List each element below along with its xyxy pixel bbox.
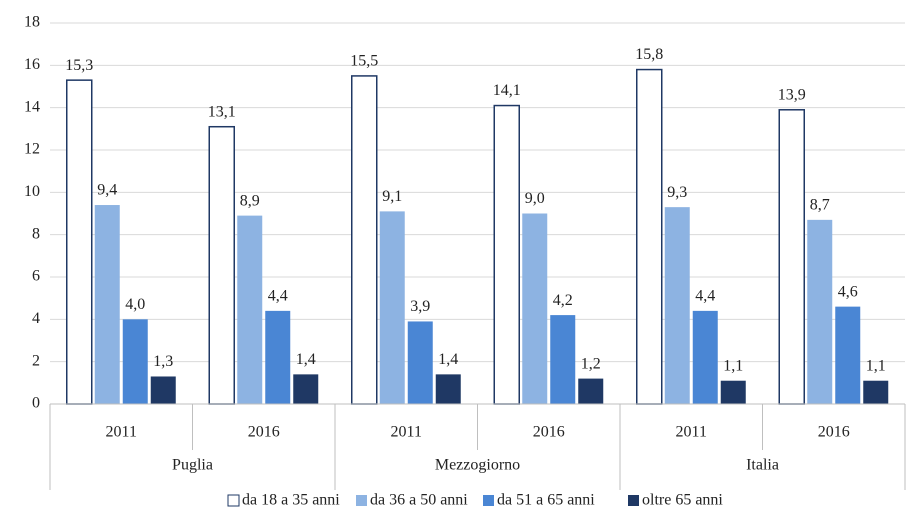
x-tick-label: 2016 bbox=[248, 424, 280, 441]
data-label: 4,4 bbox=[268, 288, 288, 305]
x-tick-label: 2011 bbox=[106, 424, 137, 441]
legend-swatch bbox=[227, 494, 240, 507]
bar bbox=[863, 380, 889, 404]
bar bbox=[835, 306, 861, 404]
y-tick-label: 6 bbox=[32, 268, 40, 285]
bar bbox=[493, 104, 520, 405]
data-label: 1,4 bbox=[438, 351, 458, 368]
legend-swatch bbox=[483, 495, 494, 506]
y-tick-label: 2 bbox=[32, 352, 40, 369]
bar bbox=[237, 215, 263, 404]
y-tick-label: 10 bbox=[24, 183, 40, 200]
data-label: 9,1 bbox=[382, 188, 402, 205]
bar bbox=[807, 219, 833, 404]
data-label: 13,1 bbox=[208, 103, 236, 120]
bar bbox=[94, 205, 120, 404]
bar bbox=[550, 315, 576, 404]
bar bbox=[636, 68, 663, 405]
x-tick-label: 2011 bbox=[676, 424, 707, 441]
data-label: 13,9 bbox=[778, 86, 806, 103]
data-label: 1,2 bbox=[581, 355, 601, 372]
bar bbox=[778, 109, 805, 405]
data-label: 15,3 bbox=[65, 57, 93, 74]
group-label: Mezzogiorno bbox=[435, 457, 520, 474]
data-label: 9,3 bbox=[667, 184, 687, 201]
bar bbox=[351, 75, 378, 405]
y-tick-label: 12 bbox=[24, 141, 40, 158]
bar bbox=[265, 310, 291, 404]
bar bbox=[150, 376, 176, 404]
data-label: 8,9 bbox=[240, 192, 260, 209]
data-label: 8,7 bbox=[810, 197, 830, 214]
data-label: 15,5 bbox=[350, 53, 378, 70]
bar bbox=[522, 213, 548, 404]
bar bbox=[208, 125, 235, 405]
data-label: 15,8 bbox=[635, 46, 663, 63]
data-label: 3,9 bbox=[410, 298, 430, 315]
data-label: 9,4 bbox=[97, 182, 117, 199]
legend-swatch bbox=[628, 495, 639, 506]
x-tick-label: 2011 bbox=[391, 424, 422, 441]
bar bbox=[293, 374, 319, 404]
data-label: 14,1 bbox=[493, 82, 521, 99]
data-label: 9,0 bbox=[525, 190, 545, 207]
x-tick-label: 2016 bbox=[533, 424, 565, 441]
data-label: 4,2 bbox=[553, 292, 573, 309]
legend-swatch bbox=[356, 495, 367, 506]
group-label: Italia bbox=[746, 457, 779, 474]
bar bbox=[379, 211, 405, 404]
y-tick-label: 14 bbox=[24, 98, 40, 115]
legend-label: da 51 a 65 anni bbox=[497, 492, 595, 509]
bar bbox=[720, 380, 746, 404]
data-label: 4,0 bbox=[125, 296, 145, 313]
bar bbox=[66, 79, 93, 405]
bar bbox=[692, 310, 718, 404]
legend-label: da 36 a 50 anni bbox=[370, 492, 468, 509]
x-tick-label: 2016 bbox=[818, 424, 850, 441]
y-tick-label: 4 bbox=[32, 310, 40, 327]
data-label: 1,3 bbox=[153, 353, 173, 370]
y-tick-label: 18 bbox=[24, 14, 40, 31]
legend-label: oltre 65 anni bbox=[642, 492, 723, 509]
data-label: 4,6 bbox=[838, 283, 858, 300]
data-label: 1,4 bbox=[296, 351, 316, 368]
data-label: 4,4 bbox=[695, 288, 715, 305]
y-tick-label: 0 bbox=[32, 395, 40, 412]
bar bbox=[122, 319, 148, 404]
y-tick-label: 16 bbox=[24, 56, 40, 73]
y-tick-label: 8 bbox=[32, 225, 40, 242]
data-label: 1,1 bbox=[723, 357, 743, 374]
bar bbox=[407, 321, 433, 404]
legend-label: da 18 a 35 anni bbox=[242, 492, 340, 509]
bar bbox=[435, 374, 461, 404]
bar bbox=[578, 378, 604, 404]
bar bbox=[664, 207, 690, 404]
group-label: Puglia bbox=[172, 457, 213, 474]
data-label: 1,1 bbox=[866, 357, 886, 374]
